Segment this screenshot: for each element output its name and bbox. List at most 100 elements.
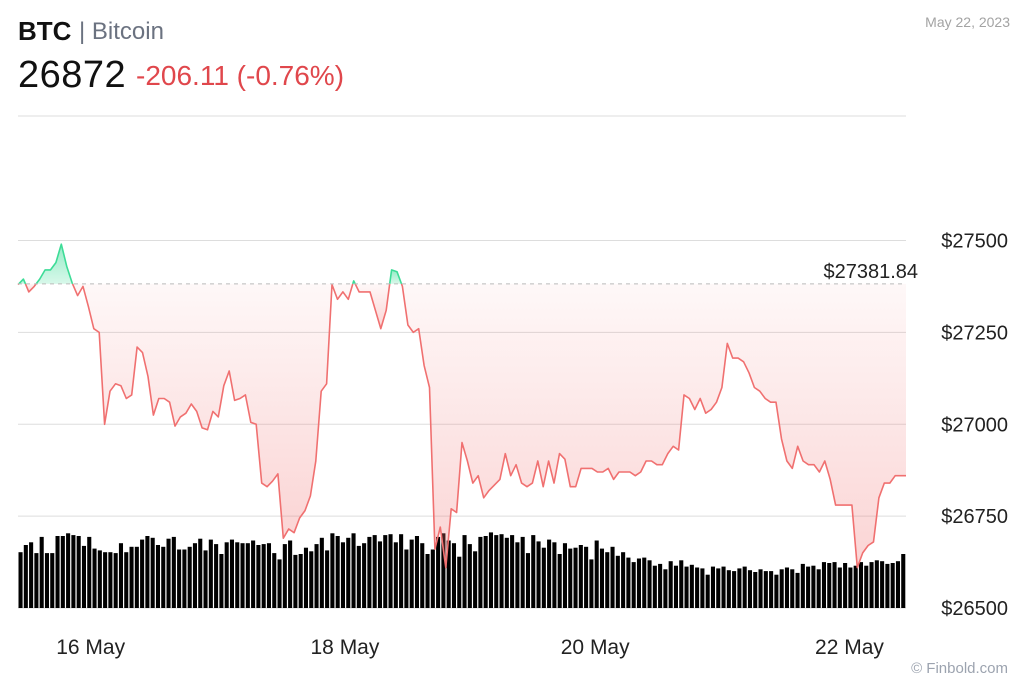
price-change: -206.11 (-0.76%) xyxy=(136,60,345,91)
volume-bar xyxy=(155,545,161,608)
volume-bar xyxy=(901,554,906,608)
volume-bar xyxy=(642,557,647,608)
area-above-reference xyxy=(389,269,402,284)
volume-bar xyxy=(790,569,795,608)
volume-bar xyxy=(351,533,356,608)
volume-bar xyxy=(478,536,483,608)
volume-bar xyxy=(621,552,626,608)
volume-bar xyxy=(314,544,319,608)
volume-bar xyxy=(251,540,256,608)
volume-bar xyxy=(531,535,536,608)
x-axis-ticks: 16 May 18 May 20 May 22 May xyxy=(56,636,884,659)
line-above-reference xyxy=(35,243,74,285)
volume-bar xyxy=(779,569,784,608)
volume-bar xyxy=(356,545,361,608)
volume-bar xyxy=(562,543,568,608)
area-below-reference xyxy=(355,283,390,329)
chart-date: May 22, 2023 xyxy=(925,14,1010,30)
volume-bar xyxy=(409,539,414,608)
volume-bar xyxy=(568,548,573,608)
volume-bar xyxy=(467,544,472,608)
volume-bar xyxy=(203,550,208,608)
volume-bar xyxy=(214,544,219,608)
volume-bar xyxy=(81,545,87,608)
volume-bar xyxy=(705,574,710,608)
volume-bar xyxy=(298,554,303,608)
volume-bar xyxy=(599,548,605,608)
volume-bar xyxy=(124,552,129,608)
volume-bar xyxy=(895,561,901,608)
volume-bar xyxy=(695,567,700,608)
volume-bar xyxy=(774,574,779,608)
volume-bar xyxy=(510,535,515,608)
volume-bar xyxy=(742,566,747,608)
volume-bar xyxy=(494,535,499,608)
volume-bar xyxy=(23,545,28,608)
volume-bar xyxy=(108,552,113,608)
volume-bar xyxy=(710,566,716,608)
volume-bar xyxy=(219,554,224,608)
volume-bar xyxy=(636,558,642,608)
y-tick-label: $26750 xyxy=(941,506,1008,528)
volume-bar xyxy=(885,563,890,608)
y-tick-label: $26500 xyxy=(941,598,1008,620)
x-tick-label: 22 May xyxy=(815,636,884,659)
volume-bar xyxy=(584,546,589,608)
volume-bar xyxy=(890,563,895,608)
volume-bar xyxy=(557,554,562,608)
reference-line: $27381.84 xyxy=(18,261,918,285)
volume-bar xyxy=(282,544,287,608)
volume-bar xyxy=(377,541,383,608)
volume-bar xyxy=(325,550,330,608)
volume-bar xyxy=(769,571,774,608)
volume-bar xyxy=(758,569,763,608)
volume-bar xyxy=(87,536,92,608)
volume-bar xyxy=(499,534,504,608)
volume-bar xyxy=(97,550,102,608)
y-tick-label: $27500 xyxy=(941,231,1008,253)
volume-bar xyxy=(610,546,615,608)
volume-bar xyxy=(55,536,60,608)
asset-name: | Bitcoin xyxy=(79,18,164,45)
volume-bar xyxy=(229,539,235,608)
volume-bar xyxy=(520,536,525,608)
volume-bar xyxy=(594,540,599,608)
volume-bar xyxy=(430,549,435,608)
volume-bar xyxy=(330,533,335,608)
volume-bar xyxy=(140,539,145,608)
volume-bar xyxy=(684,566,689,608)
volume-bar xyxy=(462,535,467,608)
volume-bar xyxy=(393,542,398,608)
volume-bar xyxy=(700,568,705,608)
volume-bar xyxy=(858,562,864,608)
volume-bar xyxy=(716,568,721,608)
line-above-reference xyxy=(388,269,403,285)
volume-bar xyxy=(29,542,34,608)
volume-bar xyxy=(525,553,531,608)
volume-bar xyxy=(34,553,39,608)
volume-bar xyxy=(446,540,451,608)
volume-bar xyxy=(399,534,404,608)
volume-bar xyxy=(631,562,636,608)
volume-bar xyxy=(272,553,277,608)
volume-bar xyxy=(192,543,198,608)
volume-bar xyxy=(721,566,726,608)
volume-bar xyxy=(541,547,546,608)
volume-bar xyxy=(404,549,409,608)
volume-bar xyxy=(880,561,885,608)
x-tick-label: 20 May xyxy=(561,636,630,659)
volume-bar xyxy=(50,553,55,608)
volume-bar xyxy=(737,568,742,608)
volume-bar xyxy=(224,542,229,608)
volume-bar xyxy=(668,561,673,608)
area-below-reference xyxy=(401,283,906,568)
volume-bar xyxy=(483,536,488,608)
volume-bar xyxy=(39,536,44,608)
volume-bar xyxy=(71,535,76,608)
volume-bar xyxy=(240,543,245,608)
price-line xyxy=(17,243,906,569)
volume-bar xyxy=(261,544,266,608)
volume-bar xyxy=(457,556,462,608)
x-tick-label: 16 May xyxy=(56,636,125,659)
